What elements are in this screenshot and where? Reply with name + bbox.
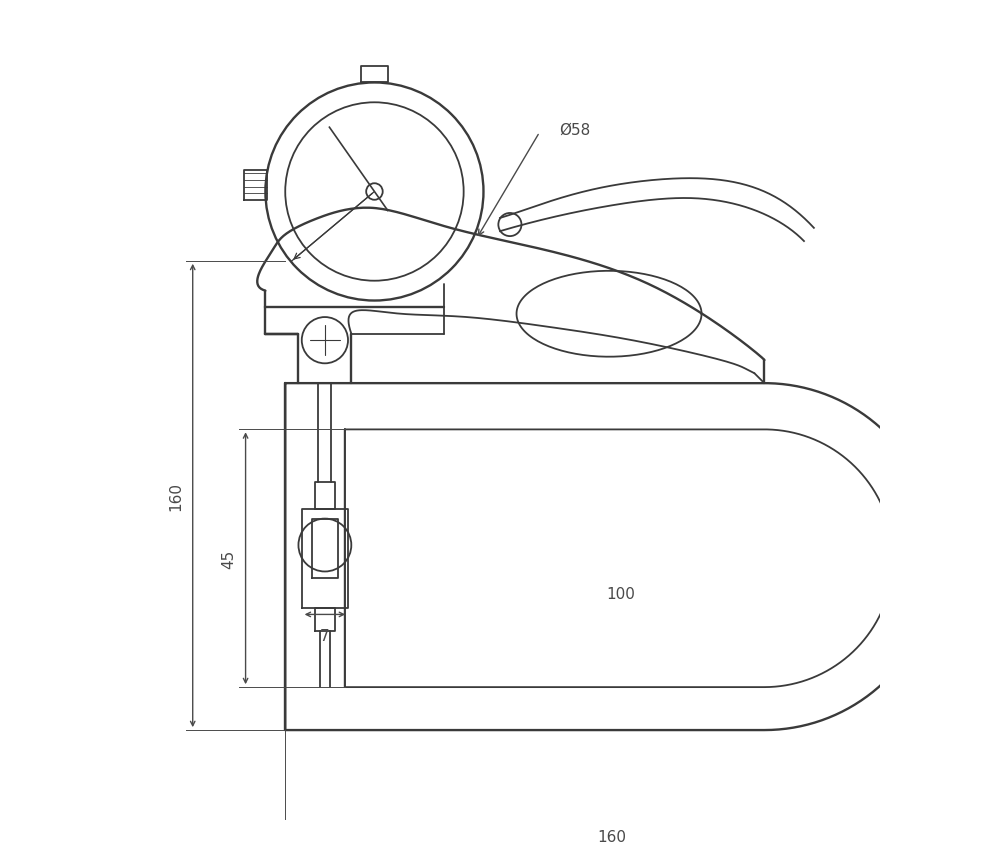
Text: 160: 160 <box>169 481 184 510</box>
Text: 100: 100 <box>606 586 635 602</box>
Text: Ø58: Ø58 <box>559 122 591 137</box>
Text: 45: 45 <box>222 549 237 568</box>
Text: 7: 7 <box>320 628 330 643</box>
Text: 160: 160 <box>597 829 626 844</box>
